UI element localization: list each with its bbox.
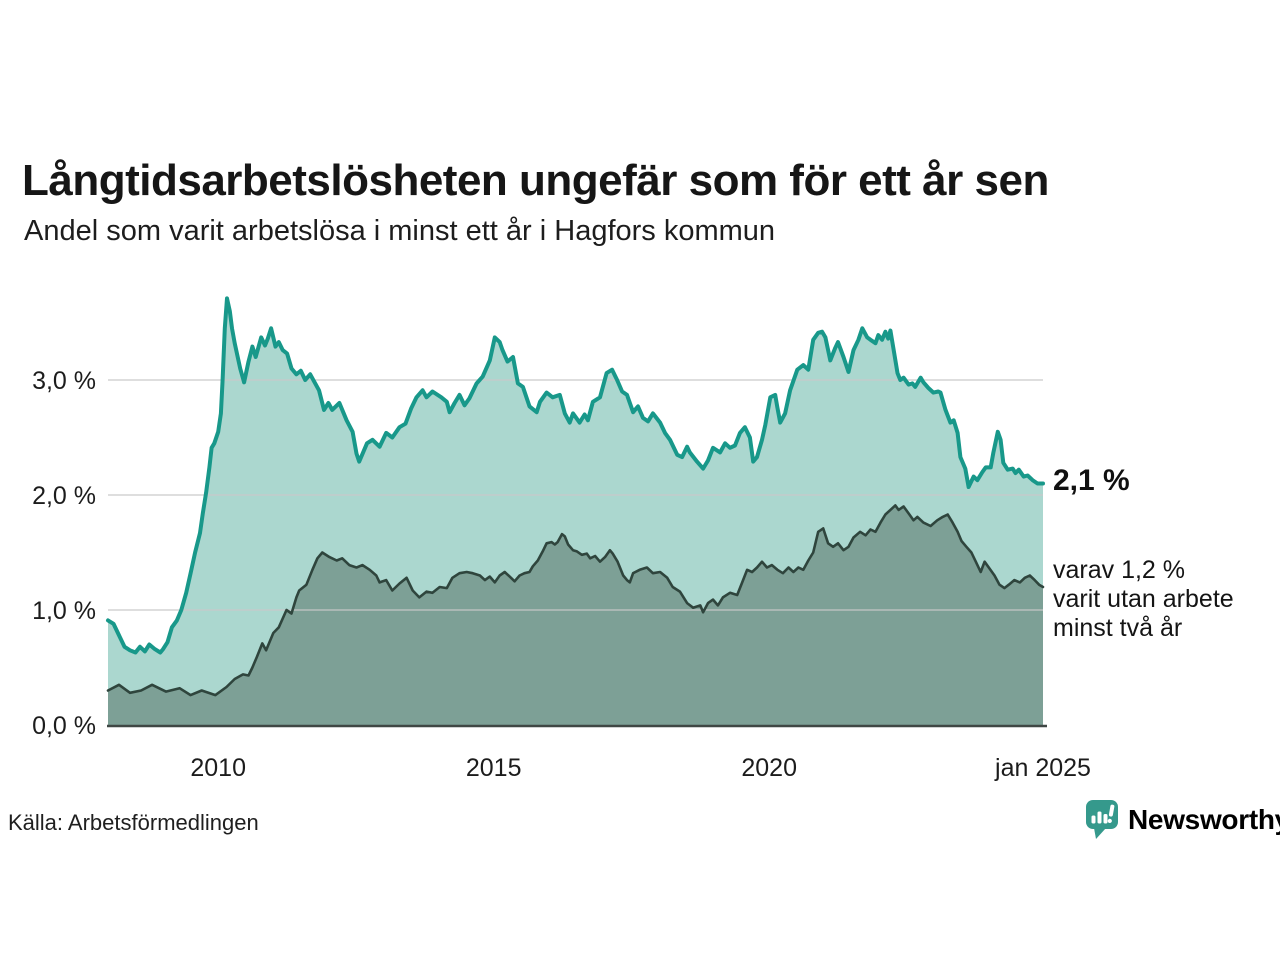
x-tick-label: 2020 xyxy=(741,754,797,782)
series-line-0 xyxy=(106,296,1045,655)
y-tick-label: 0,0 % xyxy=(32,712,96,740)
y-tick-label: 2,0 % xyxy=(32,482,96,510)
page-title: Långtidsarbetslösheten ungefär som för e… xyxy=(22,156,1049,206)
chart-subtitle: Andel som varit arbetslösa i minst ett å… xyxy=(24,215,776,247)
x-tick-label: jan 2025 xyxy=(994,754,1091,782)
y-tick-label: 3,0 % xyxy=(32,367,96,395)
newsworthy-wordmark: Newsworthy xyxy=(1128,803,1280,835)
secondary-note-line: varit utan arbete xyxy=(1053,585,1234,613)
secondary-note-line: minst två år xyxy=(1053,614,1183,642)
secondary-note-line: varav 1,2 % xyxy=(1053,556,1186,584)
x-tick-label: 2015 xyxy=(466,754,522,782)
newsworthy-logo: Newsworthy xyxy=(1085,799,1280,840)
y-tick-label: 1,0 % xyxy=(32,597,96,625)
latest-value-label: 2,1 % xyxy=(1053,464,1130,497)
series-line-1 xyxy=(106,504,1045,697)
x-tick-label: 2010 xyxy=(190,754,246,782)
source-attribution: Källa: Arbetsförmedlingen xyxy=(8,810,259,835)
secondary-note: varav 1,2 % varit utan arbete minst två … xyxy=(1053,556,1234,643)
newsworthy-bar-chart-bubble-icon xyxy=(1085,799,1119,840)
